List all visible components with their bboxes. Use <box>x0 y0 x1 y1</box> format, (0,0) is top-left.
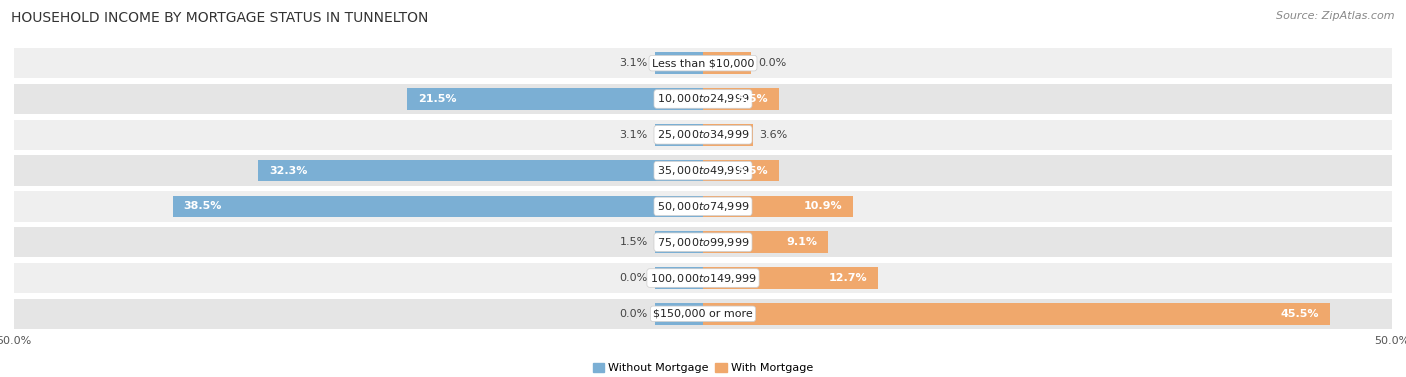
Bar <box>703 124 752 146</box>
Text: 45.5%: 45.5% <box>1281 309 1319 319</box>
Text: 0.0%: 0.0% <box>620 309 648 319</box>
Bar <box>703 160 779 181</box>
Text: $75,000 to $99,999: $75,000 to $99,999 <box>657 236 749 249</box>
Bar <box>14 263 1392 293</box>
Bar <box>14 155 1392 186</box>
Text: $100,000 to $149,999: $100,000 to $149,999 <box>650 271 756 285</box>
Bar <box>703 303 1330 325</box>
Text: Source: ZipAtlas.com: Source: ZipAtlas.com <box>1277 11 1395 21</box>
Text: 3.1%: 3.1% <box>620 130 648 140</box>
Text: 9.1%: 9.1% <box>786 237 817 247</box>
Text: $35,000 to $49,999: $35,000 to $49,999 <box>657 164 749 177</box>
Bar <box>406 88 703 110</box>
Bar <box>655 231 703 253</box>
Bar <box>173 196 703 217</box>
Text: $150,000 or more: $150,000 or more <box>654 309 752 319</box>
Text: 1.5%: 1.5% <box>620 237 648 247</box>
Text: 10.9%: 10.9% <box>804 201 842 211</box>
Bar <box>14 299 1392 329</box>
Text: 5.5%: 5.5% <box>737 166 768 176</box>
Bar <box>14 191 1392 222</box>
Text: $10,000 to $24,999: $10,000 to $24,999 <box>657 92 749 106</box>
Bar <box>703 231 828 253</box>
Bar <box>655 124 703 146</box>
Bar <box>703 88 779 110</box>
Text: 12.7%: 12.7% <box>828 273 868 283</box>
Text: 0.0%: 0.0% <box>620 273 648 283</box>
Text: 0.0%: 0.0% <box>758 58 786 68</box>
Bar <box>655 303 703 325</box>
Text: 21.5%: 21.5% <box>418 94 457 104</box>
Bar <box>14 227 1392 257</box>
Text: 3.6%: 3.6% <box>759 130 787 140</box>
Bar <box>703 52 751 74</box>
Bar <box>655 267 703 289</box>
Text: Less than $10,000: Less than $10,000 <box>652 58 754 68</box>
Text: 32.3%: 32.3% <box>269 166 308 176</box>
Text: 38.5%: 38.5% <box>184 201 222 211</box>
Bar <box>14 48 1392 78</box>
Text: 5.5%: 5.5% <box>737 94 768 104</box>
Bar <box>14 84 1392 114</box>
Bar <box>14 120 1392 150</box>
Legend: Without Mortgage, With Mortgage: Without Mortgage, With Mortgage <box>588 359 818 377</box>
Bar <box>655 52 703 74</box>
Text: 3.1%: 3.1% <box>620 58 648 68</box>
Bar <box>703 196 853 217</box>
Bar <box>257 160 703 181</box>
Text: $50,000 to $74,999: $50,000 to $74,999 <box>657 200 749 213</box>
Text: HOUSEHOLD INCOME BY MORTGAGE STATUS IN TUNNELTON: HOUSEHOLD INCOME BY MORTGAGE STATUS IN T… <box>11 11 429 25</box>
Text: $25,000 to $34,999: $25,000 to $34,999 <box>657 128 749 141</box>
Bar <box>703 267 877 289</box>
